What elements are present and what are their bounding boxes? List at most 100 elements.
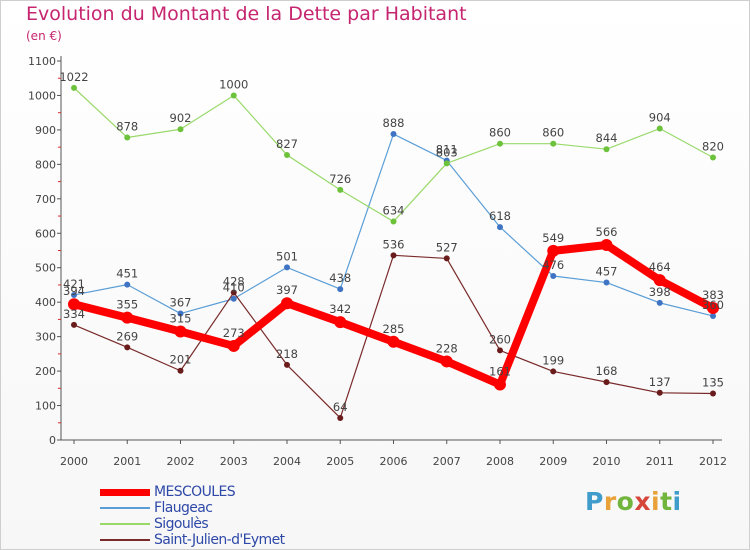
- legend-label-flaugeac: Flaugeac: [154, 500, 213, 516]
- legend-swatch-flaugeac: [100, 507, 150, 509]
- data-label-flaugeac-2002: 367: [170, 296, 192, 310]
- data-point-saint-julien-d-eymet-2000: [71, 321, 77, 328]
- data-point-saint-julien-d-eymet-2007: [443, 255, 450, 262]
- data-point-flaugeac-2009: [550, 272, 557, 279]
- legend: MESCOULES Flaugeac Sigoulès Saint-Julien…: [100, 484, 285, 548]
- y-tick-label-800: 800: [35, 158, 56, 171]
- data-label-flaugeac-2005: 438: [329, 271, 351, 285]
- x-tick-label-2012: 2012: [699, 455, 727, 468]
- data-point-mescoules-2005: [334, 316, 347, 329]
- y-tick-label-600: 600: [35, 227, 56, 240]
- legend-swatch-sigoules: [100, 523, 150, 525]
- data-point-saint-julien-d-eymet-2001: [124, 344, 131, 351]
- data-point-flaugeac-2005: [337, 286, 344, 293]
- data-label-saint-julien-d-eymet-2011: 137: [649, 375, 671, 389]
- data-label-mescoules-2012: 383: [702, 288, 724, 302]
- legend-label-sigoules: Sigoulès: [154, 516, 209, 532]
- data-point-mescoules-2002: [174, 325, 187, 338]
- data-label-sigoul-s-2001: 878: [116, 119, 138, 133]
- data-label-sigoul-s-2011: 904: [649, 111, 671, 125]
- data-label-flaugeac-2001: 451: [116, 267, 138, 281]
- data-label-mescoules-2001: 355: [116, 298, 138, 312]
- data-label-saint-julien-d-eymet-2010: 168: [596, 364, 618, 378]
- data-label-flaugeac-2011: 398: [649, 285, 671, 299]
- data-point-saint-julien-d-eymet-2002: [177, 367, 184, 374]
- data-label-sigoul-s-2002: 902: [170, 111, 192, 125]
- data-label-mescoules-2008: 161: [489, 365, 511, 379]
- data-label-saint-julien-d-eymet-2005: 64: [333, 400, 348, 414]
- legend-item-mescoules: MESCOULES: [100, 484, 284, 500]
- data-label-mescoules-2006: 285: [383, 322, 405, 336]
- data-point-sigoul-s-2008: [497, 140, 503, 147]
- legend-label-mescoules: MESCOULES: [154, 484, 236, 500]
- data-label-saint-julien-d-eymet-2003: 428: [223, 275, 245, 289]
- chart-title: Evolution du Montant de la Dette par Hab…: [26, 3, 467, 25]
- legend-swatch-mescoules: [100, 488, 150, 496]
- data-point-saint-julien-d-eymet-2011: [656, 389, 663, 396]
- data-point-sigoul-s-2009: [550, 140, 557, 147]
- data-point-saint-julien-d-eymet-2010: [603, 379, 610, 386]
- proxiti-logo: Proxiti: [585, 487, 682, 516]
- data-point-sigoul-s-2002: [177, 126, 184, 133]
- data-label-flaugeac-2009: 476: [542, 258, 564, 272]
- y-tick-label-700: 700: [35, 193, 56, 206]
- data-point-mescoules-2006: [387, 335, 400, 348]
- data-point-mescoules-2010: [600, 238, 613, 251]
- data-point-flaugeac-2012: [710, 312, 716, 319]
- data-point-saint-julien-d-eymet-2004: [284, 361, 290, 368]
- x-tick-label-2009: 2009: [539, 455, 567, 468]
- data-point-sigoul-s-2003: [230, 92, 237, 99]
- series-line-sigoul-s: [73, 87, 714, 223]
- data-point-sigoul-s-2000: [71, 84, 77, 91]
- data-point-saint-julien-d-eymet-2005: [337, 414, 344, 421]
- data-point-flaugeac-2000: [71, 291, 77, 298]
- data-point-sigoul-s-2005: [337, 186, 344, 193]
- data-label-saint-julien-d-eymet-2008: 260: [489, 332, 511, 346]
- data-label-mescoules-2010: 566: [596, 225, 618, 239]
- data-label-sigoul-s-2004: 827: [276, 137, 298, 151]
- data-label-sigoul-s-2008: 860: [489, 126, 511, 140]
- x-tick-label-2006: 2006: [380, 455, 408, 468]
- data-label-saint-julien-d-eymet-2006: 536: [383, 237, 405, 251]
- y-tick-label-300: 300: [35, 331, 56, 344]
- x-tick-label-2004: 2004: [273, 455, 301, 468]
- data-label-saint-julien-d-eymet-2001: 269: [116, 329, 138, 343]
- data-point-saint-julien-d-eymet-2003: [230, 289, 237, 296]
- data-point-flaugeac-2010: [603, 279, 610, 286]
- data-label-sigoul-s-2000: 1022: [59, 70, 88, 84]
- data-point-flaugeac-2006: [390, 131, 397, 138]
- data-label-mescoules-2005: 342: [329, 302, 351, 316]
- data-label-saint-julien-d-eymet-2000: 334: [63, 307, 85, 321]
- data-point-flaugeac-2001: [124, 281, 131, 288]
- data-label-mescoules-2004: 397: [276, 283, 298, 297]
- data-point-sigoul-s-2006: [390, 218, 397, 225]
- y-tick-label-500: 500: [35, 262, 56, 275]
- data-label-flaugeac-2000: 421: [63, 277, 85, 291]
- data-label-sigoul-s-2003: 1000: [219, 77, 248, 91]
- data-label-sigoul-s-2010: 844: [596, 131, 618, 145]
- legend-item-saint-julien-d-eymet: Saint-Julien-d'Eymet: [100, 532, 285, 548]
- x-tick-label-2005: 2005: [326, 455, 354, 468]
- data-point-sigoul-s-2010: [603, 146, 610, 153]
- data-point-saint-julien-d-eymet-2012: [710, 390, 716, 397]
- x-tick-label-2001: 2001: [113, 455, 141, 468]
- data-point-mescoules-2007: [440, 355, 453, 368]
- data-point-mescoules-2001: [121, 311, 134, 324]
- y-tick-label-100: 100: [35, 400, 56, 413]
- data-point-mescoules-2012: [707, 302, 719, 315]
- data-label-mescoules-2000: 394: [63, 284, 85, 298]
- data-point-saint-julien-d-eymet-2006: [390, 252, 397, 259]
- data-point-sigoul-s-2011: [656, 125, 663, 132]
- data-label-saint-julien-d-eymet-2012: 135: [702, 375, 724, 389]
- data-label-mescoules-2009: 549: [542, 231, 564, 245]
- data-point-sigoul-s-2007: [443, 160, 450, 167]
- y-tick-label-1000: 1000: [28, 89, 56, 102]
- y-tick-label-400: 400: [35, 296, 56, 309]
- data-label-saint-julien-d-eymet-2004: 218: [276, 347, 298, 361]
- x-tick-label-2011: 2011: [646, 455, 674, 468]
- data-label-saint-julien-d-eymet-2002: 201: [170, 353, 192, 367]
- data-label-mescoules-2011: 464: [649, 260, 671, 274]
- data-label-flaugeac-2007: 811: [436, 143, 458, 157]
- data-label-mescoules-2007: 228: [436, 341, 458, 355]
